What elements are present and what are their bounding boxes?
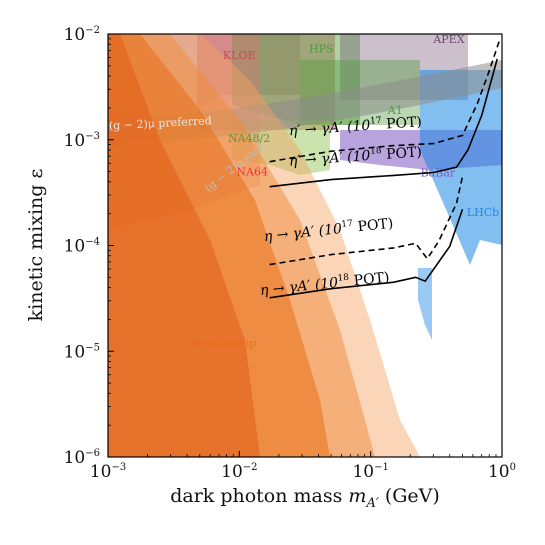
x-tick-label: 10−1 xyxy=(352,462,388,482)
projection-curve-2 xyxy=(269,176,464,266)
projection-curve-0 xyxy=(269,41,500,163)
beam-dump-region-4 xyxy=(108,34,260,457)
axis-ticks: 10−3 10−2 10−1 100 10−6 10−5 10−4 10−3 10−2 xyxy=(64,25,516,482)
projection-curve-3 xyxy=(269,209,464,299)
projection-curve-1 xyxy=(269,58,498,188)
plot-area xyxy=(108,34,502,457)
y-axis-title: kinetic mixing ε xyxy=(25,169,47,322)
x-tick-label: 10−2 xyxy=(221,462,257,482)
projection-curves xyxy=(269,41,500,299)
x-axis-title: dark photon mass mA′ (GeV) xyxy=(170,485,440,511)
projection-label-0: η′ → γA′ (1017 POT) xyxy=(288,113,422,139)
region-label-7: LHCb xyxy=(467,206,499,219)
lhcb-region xyxy=(420,70,502,265)
region-label-10: Beam dump xyxy=(190,337,257,350)
y-tick-label: 10−3 xyxy=(64,131,100,151)
region-label-2: APEX xyxy=(432,33,464,46)
projection-label-1: η′ → γA′ (1018 POT) xyxy=(288,143,422,169)
region-label-0: KLOE xyxy=(223,49,256,62)
lhcb-low-region xyxy=(418,268,432,340)
y-tick-label: 10−5 xyxy=(64,342,100,362)
x-tick-label: 10−3 xyxy=(90,462,126,482)
y-tick-label: 10−6 xyxy=(64,448,100,468)
y-tick-label: 10−2 xyxy=(64,25,100,45)
region-label-4: NA48/2 xyxy=(228,132,270,145)
x-tick-label: 100 xyxy=(488,462,516,482)
region-label-6: NA64 xyxy=(236,165,268,178)
y-tick-label: 10−4 xyxy=(64,237,100,257)
region-label-8: (g − 2)μ preferred xyxy=(109,114,212,132)
region-label-3: A1 xyxy=(387,104,403,117)
region-label-1: HPS xyxy=(309,42,334,55)
